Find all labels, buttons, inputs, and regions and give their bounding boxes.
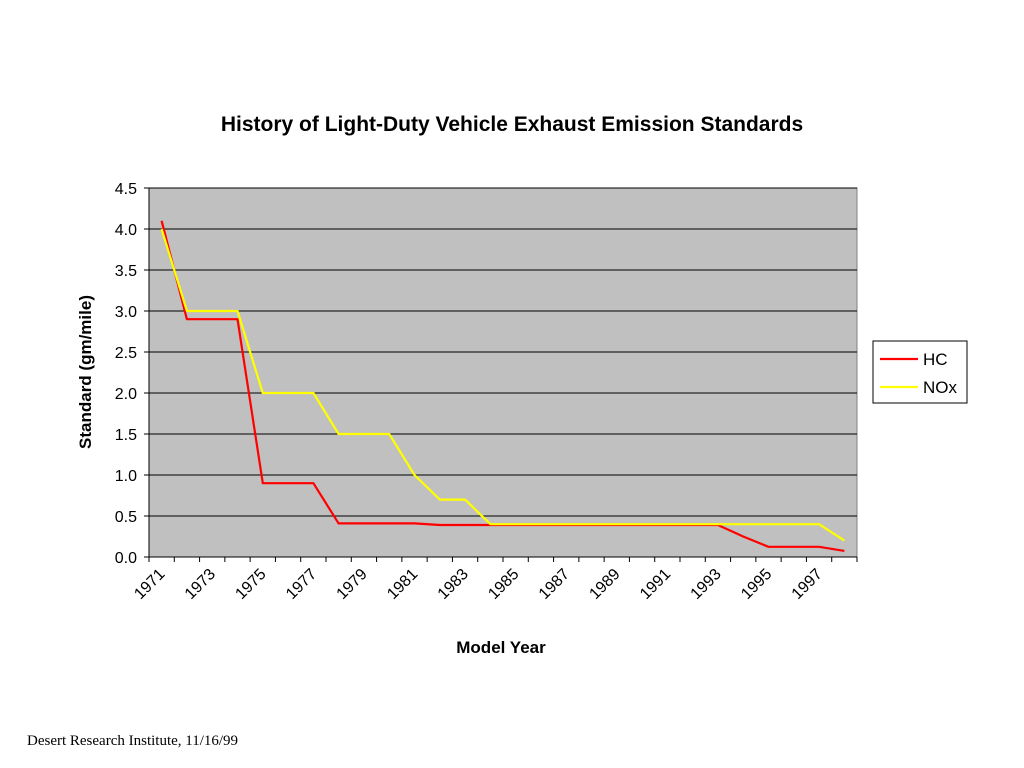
series-line-nox [160, 228, 845, 542]
x-tick-label: 1975 [232, 566, 269, 603]
y-tick-label: 1.5 [115, 427, 137, 444]
y-tick-label: 3.0 [115, 304, 137, 321]
y-tick-label: 0.5 [115, 509, 137, 526]
x-axis-title: Model Year [456, 638, 546, 657]
legend-box [872, 340, 968, 404]
legend-label-hc: HC [923, 350, 948, 369]
x-tick-label: 1987 [536, 566, 573, 603]
chart-title: History of Light-Duty Vehicle Exhaust Em… [221, 113, 803, 136]
y-tick-label: 3.5 [115, 263, 137, 280]
plot-area [148, 187, 858, 558]
x-tick-label: 1977 [283, 566, 320, 603]
x-tick-label: 1993 [688, 566, 725, 603]
x-tick-label: 1991 [637, 566, 674, 603]
y-tick-label: 4.0 [115, 222, 137, 239]
x-tick-label: 1995 [738, 566, 775, 603]
y-tick-label: 2.5 [115, 345, 137, 362]
x-tick-label: 1997 [789, 566, 826, 603]
x-tick-label: 1985 [485, 566, 522, 603]
y-tick-label: 1.0 [115, 468, 137, 485]
x-tick-label: 1973 [182, 566, 219, 603]
footer-text: Desert Research Institute, 11/16/99 [27, 733, 239, 749]
series-group [160, 220, 845, 552]
y-axis-title: Standard (gm/mile) [76, 295, 95, 449]
y-tick-label: 2.0 [115, 386, 137, 403]
x-tick-label: 1981 [384, 566, 421, 603]
x-tick-label: 1979 [334, 566, 371, 603]
legend-label-nox: NOx [923, 378, 958, 397]
x-tick-label: 1971 [131, 566, 168, 603]
y-tick-label: 4.5 [115, 181, 137, 198]
x-tick-label: 1989 [586, 566, 623, 603]
x-tick-label: 1983 [435, 566, 472, 603]
plot-background [148, 187, 858, 558]
legend: HC NOx [872, 340, 968, 404]
y-tick-label: 0.0 [115, 550, 137, 567]
